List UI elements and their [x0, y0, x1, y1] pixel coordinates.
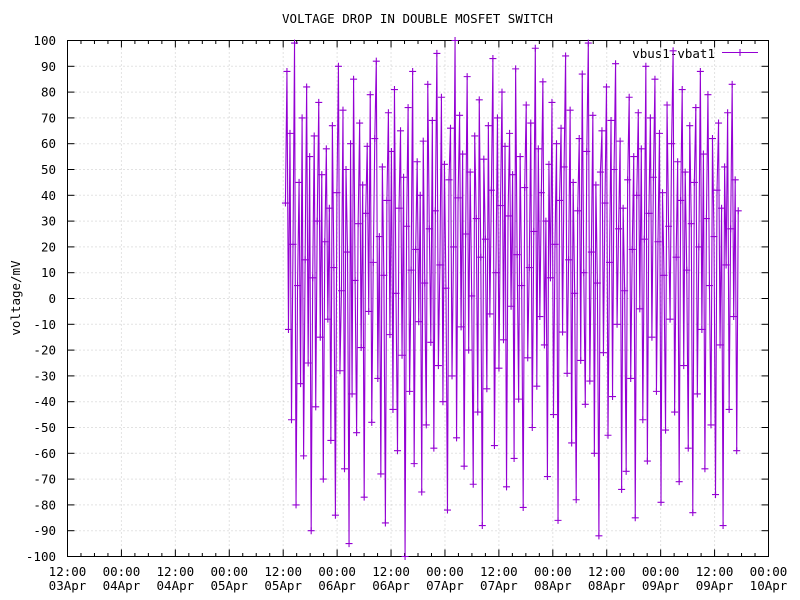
x-tick-label-date: 07Apr [426, 578, 464, 593]
y-tick-label: 30 [41, 214, 56, 229]
y-tick-label: 70 [41, 110, 56, 125]
data-series [281, 37, 742, 560]
y-tick-label: 0 [48, 291, 56, 306]
x-tick-label-date: 04Apr [157, 578, 195, 593]
y-tick-label: 20 [41, 239, 56, 254]
x-tick-label-time: 00:00 [426, 564, 464, 579]
x-tick-label-time: 12:00 [157, 564, 195, 579]
x-tick-label-time: 12:00 [480, 564, 518, 579]
x-tick-label-date: 08Apr [534, 578, 572, 593]
y-tick-label: 90 [41, 59, 56, 74]
y-tick-label: -30 [33, 368, 56, 383]
x-tick-label-time: 12:00 [264, 564, 302, 579]
y-tick-label: -90 [33, 523, 56, 538]
x-tick-label-time: 00:00 [534, 564, 572, 579]
x-tick-label-time: 00:00 [210, 564, 248, 579]
y-tick-label: 80 [41, 85, 56, 100]
x-tick-label-date: 05Apr [264, 578, 302, 593]
x-tick-label-date: 06Apr [318, 578, 356, 593]
y-tick-label: -50 [33, 420, 56, 435]
y-tick-label: -20 [33, 343, 56, 358]
x-tick-label-time: 12:00 [372, 564, 410, 579]
x-tick-label-time: 12:00 [588, 564, 626, 579]
y-tick-label: 100 [33, 33, 56, 48]
x-tick-label-date: 03Apr [49, 578, 87, 593]
x-tick-label-time: 00:00 [318, 564, 356, 579]
x-tick-label-date: 09Apr [642, 578, 680, 593]
x-tick-label-date: 05Apr [210, 578, 248, 593]
x-tick-label-date: 09Apr [696, 578, 734, 593]
y-tick-label: -80 [33, 497, 56, 512]
y-tick-label: 40 [41, 188, 56, 203]
axis-ticks [67, 40, 769, 557]
x-tick-label-date: 10Apr [750, 578, 788, 593]
legend-sample [722, 49, 758, 56]
y-tick-label: -100 [26, 549, 56, 564]
axis-labels: -100-90-80-70-60-50-40-30-20-10010203040… [26, 33, 788, 593]
chart-title: VOLTAGE DROP IN DOUBLE MOSFET SWITCH [282, 11, 553, 26]
x-tick-label-time: 00:00 [103, 564, 141, 579]
legend-sample-marker [736, 49, 744, 56]
y-tick-label: 50 [41, 162, 56, 177]
x-tick-label-date: 06Apr [372, 578, 410, 593]
y-tick-label: -60 [33, 446, 56, 461]
y-tick-label: -70 [33, 472, 56, 487]
y-tick-label: 10 [41, 265, 56, 280]
x-tick-label-date: 04Apr [103, 578, 141, 593]
data-series-line [284, 40, 739, 557]
y-tick-label: -10 [33, 317, 56, 332]
x-tick-label-time: 00:00 [642, 564, 680, 579]
x-tick-label-time: 00:00 [750, 564, 788, 579]
x-tick-label-time: 12:00 [49, 564, 87, 579]
x-tick-label-date: 08Apr [588, 578, 626, 593]
x-tick-label-time: 12:00 [696, 564, 734, 579]
data-point-markers [281, 37, 742, 560]
y-tick-label: 60 [41, 136, 56, 151]
y-tick-label: -40 [33, 394, 56, 409]
x-tick-label-date: 07Apr [480, 578, 518, 593]
